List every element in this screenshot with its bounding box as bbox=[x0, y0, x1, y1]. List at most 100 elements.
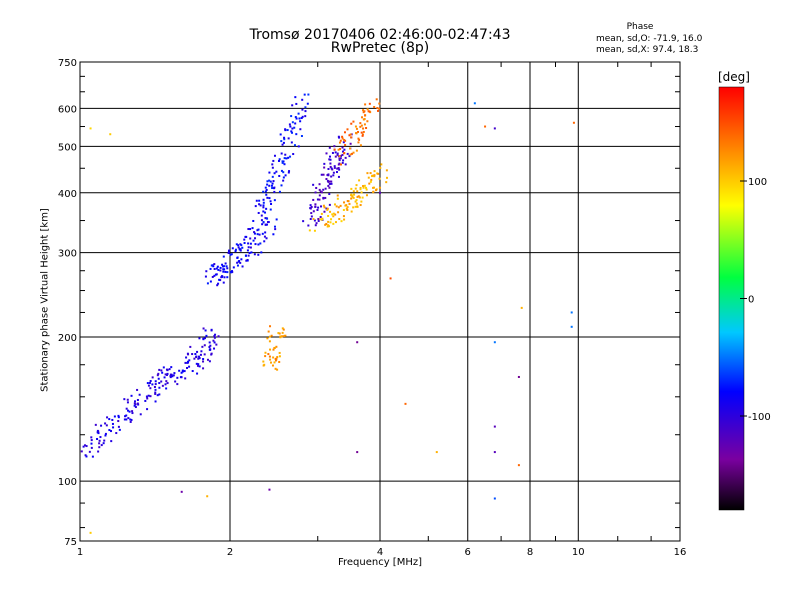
data-point bbox=[378, 186, 381, 189]
data-point bbox=[295, 133, 298, 136]
data-point bbox=[199, 353, 202, 356]
data-point bbox=[376, 107, 379, 110]
data-point bbox=[283, 138, 286, 141]
data-point bbox=[136, 402, 139, 405]
data-point bbox=[357, 137, 360, 140]
data-point bbox=[334, 155, 337, 158]
data-point bbox=[435, 451, 438, 454]
data-point bbox=[202, 367, 205, 370]
data-point bbox=[90, 442, 93, 445]
colorbar-ticks: 100 0 -100 bbox=[740, 177, 771, 423]
colorbar bbox=[718, 86, 745, 511]
data-point bbox=[360, 131, 363, 134]
data-point bbox=[219, 266, 222, 269]
data-point bbox=[262, 364, 265, 367]
data-point bbox=[325, 222, 328, 225]
data-point bbox=[338, 218, 341, 221]
data-point bbox=[329, 158, 332, 161]
data-point bbox=[302, 220, 305, 223]
data-point bbox=[224, 262, 227, 265]
data-point bbox=[269, 180, 272, 183]
data-point bbox=[365, 188, 368, 191]
data-point bbox=[320, 218, 323, 221]
data-point bbox=[205, 334, 208, 337]
data-point bbox=[327, 220, 330, 223]
data-point bbox=[243, 242, 246, 245]
data-point bbox=[154, 383, 157, 386]
data-point bbox=[206, 282, 209, 285]
data-point bbox=[342, 141, 345, 144]
data-point bbox=[211, 275, 214, 278]
data-point bbox=[327, 174, 330, 177]
data-point bbox=[335, 205, 338, 208]
data-point bbox=[237, 246, 240, 249]
data-point bbox=[180, 371, 183, 374]
data-point bbox=[349, 142, 352, 145]
data-point bbox=[264, 355, 267, 358]
data-point bbox=[373, 174, 376, 177]
data-point bbox=[157, 377, 160, 380]
data-point bbox=[355, 127, 358, 130]
data-point bbox=[493, 127, 496, 130]
data-point bbox=[299, 120, 302, 123]
data-point bbox=[271, 166, 274, 169]
data-point bbox=[206, 358, 209, 361]
data-point bbox=[359, 186, 362, 189]
data-point bbox=[117, 414, 120, 417]
data-point bbox=[493, 341, 496, 344]
data-point bbox=[278, 355, 281, 358]
data-point bbox=[517, 375, 520, 378]
data-point bbox=[266, 221, 269, 224]
data-point bbox=[262, 198, 265, 201]
data-point bbox=[377, 109, 380, 112]
data-point bbox=[310, 205, 313, 208]
data-point bbox=[193, 357, 196, 360]
data-point bbox=[84, 444, 87, 447]
data-point bbox=[264, 190, 267, 193]
data-point bbox=[161, 371, 164, 374]
data-point bbox=[349, 133, 352, 136]
data-point bbox=[286, 129, 289, 132]
data-point bbox=[104, 434, 107, 437]
data-point bbox=[277, 159, 280, 162]
data-point bbox=[366, 120, 369, 123]
data-point bbox=[169, 373, 172, 376]
data-point bbox=[360, 200, 363, 203]
data-point bbox=[134, 400, 137, 403]
data-point bbox=[163, 376, 166, 379]
data-point bbox=[330, 218, 333, 221]
data-point bbox=[301, 108, 304, 111]
data-point bbox=[166, 372, 169, 375]
data-point bbox=[354, 200, 357, 203]
data-point bbox=[88, 450, 91, 453]
data-point bbox=[341, 135, 344, 138]
data-point bbox=[323, 210, 326, 213]
data-point bbox=[266, 223, 269, 226]
data-point bbox=[353, 193, 356, 196]
data-point bbox=[323, 166, 326, 169]
data-point bbox=[281, 160, 284, 163]
data-point bbox=[303, 93, 306, 96]
data-point bbox=[273, 186, 276, 189]
data-point bbox=[330, 180, 333, 183]
data-point bbox=[222, 268, 225, 271]
axis-ticks: 1 2 4 6 8 10 16 75 100 200 300 400 500 600 750 bbox=[58, 58, 686, 558]
data-point bbox=[312, 218, 315, 221]
colorbar-tick-label: 100 bbox=[748, 177, 767, 188]
data-point bbox=[131, 410, 134, 413]
data-point bbox=[368, 110, 371, 113]
x-tick-label: 6 bbox=[465, 547, 471, 558]
data-point bbox=[131, 412, 134, 415]
data-point bbox=[262, 206, 265, 209]
data-point bbox=[330, 182, 333, 185]
data-point bbox=[117, 425, 120, 428]
data-point bbox=[281, 327, 284, 330]
data-point bbox=[346, 200, 349, 203]
data-point bbox=[145, 395, 148, 398]
data-point bbox=[181, 369, 184, 372]
data-point bbox=[108, 418, 111, 421]
data-point bbox=[171, 375, 174, 378]
data-point bbox=[351, 195, 354, 198]
data-point bbox=[330, 175, 333, 178]
x-tick-label: 1 bbox=[77, 547, 83, 558]
